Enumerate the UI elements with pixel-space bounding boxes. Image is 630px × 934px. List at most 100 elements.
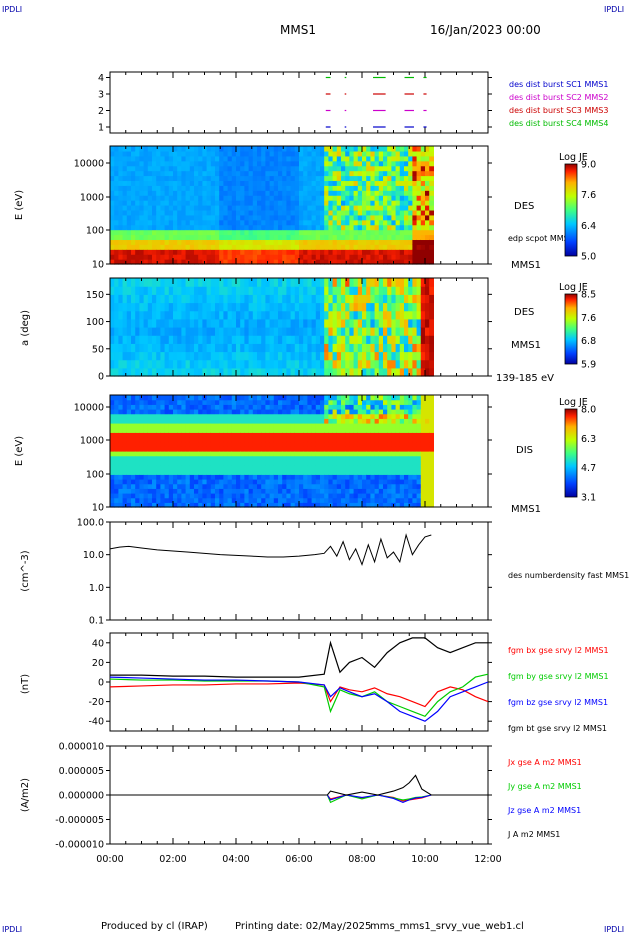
heatmap-cell bbox=[315, 286, 321, 295]
heatmap-cell bbox=[374, 175, 380, 182]
heatmap-cell bbox=[412, 254, 418, 260]
heatmap-cell bbox=[341, 239, 346, 245]
heatmap-cell bbox=[240, 229, 245, 236]
heatmap-cell bbox=[416, 224, 422, 231]
heatmap-cell bbox=[177, 497, 182, 503]
heatmap-cell bbox=[429, 455, 434, 461]
heatmap-cell bbox=[408, 395, 413, 401]
heatmap-cell bbox=[370, 409, 376, 415]
heatmap-cell bbox=[315, 404, 321, 410]
heatmap-cell bbox=[110, 327, 115, 336]
heatmap-cell bbox=[248, 185, 254, 191]
heatmap-cell bbox=[227, 327, 233, 336]
heatmap-cell bbox=[416, 229, 422, 236]
heatmap-cell bbox=[118, 497, 124, 503]
heatmap-cell bbox=[135, 409, 140, 415]
heatmap-cell bbox=[215, 427, 220, 433]
heatmap-cell bbox=[227, 493, 233, 499]
heatmap-cell bbox=[374, 395, 380, 401]
heatmap-cell bbox=[257, 219, 262, 226]
heatmap-cell bbox=[248, 465, 254, 471]
heatmap-cell bbox=[286, 479, 292, 485]
heatmap-cell bbox=[341, 185, 346, 191]
heatmap-cell bbox=[282, 278, 287, 287]
heatmap-cell bbox=[206, 451, 212, 457]
heatmap-cell bbox=[290, 160, 296, 167]
heatmap-cell bbox=[273, 219, 279, 226]
heatmap-cell bbox=[152, 455, 157, 461]
heatmap-cell bbox=[261, 165, 266, 172]
heatmap-cell bbox=[189, 155, 195, 162]
heatmap-cell bbox=[227, 214, 233, 221]
heatmap-cell bbox=[303, 497, 308, 503]
heatmap-cell bbox=[420, 418, 426, 424]
heatmap-cell bbox=[374, 399, 380, 405]
heatmap-cell bbox=[353, 214, 359, 221]
header-date: 16/Jan/2023 00:00 bbox=[430, 23, 541, 37]
heatmap-cell bbox=[332, 367, 338, 377]
heatmap-cell bbox=[294, 327, 300, 336]
heatmap-cell bbox=[185, 359, 191, 369]
heatmap-cell bbox=[391, 214, 397, 221]
heatmap-cell bbox=[231, 343, 237, 353]
heatmap-cell bbox=[118, 170, 124, 177]
heatmap-cell bbox=[206, 200, 212, 206]
heatmap-cell bbox=[152, 170, 157, 177]
heatmap-cell bbox=[370, 455, 376, 461]
heatmap-cell bbox=[336, 465, 342, 471]
heatmap-cell bbox=[114, 497, 119, 503]
heatmap-cell bbox=[362, 399, 367, 405]
heatmap-cell bbox=[219, 359, 224, 369]
heatmap-cell bbox=[273, 343, 279, 353]
heatmap-cell bbox=[177, 195, 182, 201]
heatmap-cell bbox=[215, 259, 220, 265]
heatmap-cell bbox=[131, 239, 136, 245]
heatmap-cell bbox=[185, 150, 191, 157]
heatmap-cell bbox=[223, 395, 229, 401]
heatmap-cell bbox=[362, 446, 367, 452]
heatmap-cell bbox=[206, 170, 212, 177]
heatmap-cell bbox=[412, 214, 418, 221]
heatmap-cell bbox=[265, 460, 271, 466]
heatmap-cell bbox=[357, 488, 363, 494]
heatmap-cell bbox=[320, 249, 325, 255]
heatmap-cell bbox=[261, 469, 266, 475]
heatmap-cell bbox=[244, 409, 250, 415]
heatmap-cell bbox=[353, 286, 359, 295]
heatmap-cell bbox=[412, 432, 418, 438]
heatmap-cell bbox=[223, 209, 229, 216]
heatmap-cell bbox=[357, 460, 363, 466]
heatmap-cell bbox=[252, 460, 258, 466]
heatmap-cell bbox=[139, 254, 145, 260]
heatmap-cell bbox=[320, 335, 325, 344]
heatmap-cell bbox=[227, 502, 233, 508]
heatmap-cell bbox=[336, 146, 342, 152]
heatmap-cell bbox=[110, 229, 115, 236]
heatmap-cell bbox=[370, 302, 376, 312]
heatmap-cell bbox=[324, 327, 329, 336]
heatmap-cell bbox=[261, 259, 266, 265]
heatmap-cell bbox=[425, 437, 430, 443]
heatmap-cell bbox=[219, 239, 224, 245]
heatmap-cell bbox=[181, 395, 187, 401]
heatmap-cell bbox=[160, 404, 166, 410]
heatmap-cell bbox=[412, 224, 418, 231]
heatmap-cell bbox=[282, 497, 287, 503]
heatmap-cell bbox=[168, 209, 174, 216]
heatmap-cell bbox=[357, 418, 363, 424]
heatmap-cell bbox=[303, 244, 308, 250]
heatmap-cell bbox=[370, 404, 376, 410]
heatmap-cell bbox=[387, 335, 392, 344]
heatmap-cell bbox=[223, 483, 229, 489]
heatmap-cell bbox=[261, 244, 266, 250]
heatmap-cell bbox=[383, 286, 388, 295]
heatmap-cell bbox=[147, 327, 153, 336]
heatmap-cell bbox=[278, 170, 283, 177]
heatmap-cell bbox=[160, 244, 166, 250]
heatmap-cell bbox=[412, 502, 418, 508]
heatmap-cell bbox=[240, 150, 245, 157]
heatmap-cell bbox=[311, 455, 317, 461]
heatmap-cell bbox=[152, 351, 157, 361]
heatmap-cell bbox=[198, 165, 203, 172]
heatmap-cell bbox=[236, 302, 241, 312]
